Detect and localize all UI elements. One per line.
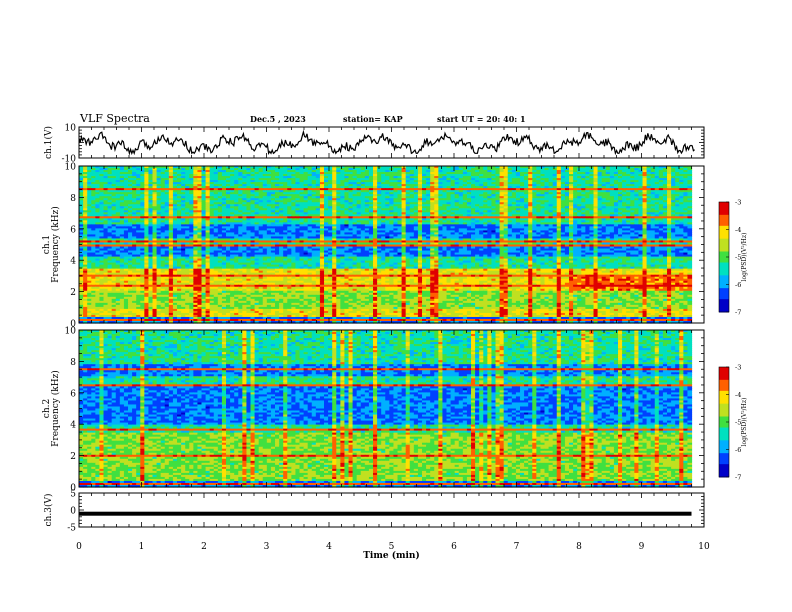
ch1-wave-ytick: 10: [65, 124, 77, 134]
ch2-freq-ytick: 4: [70, 421, 76, 431]
ch1-freq-ytick: 6: [70, 225, 76, 235]
xtick-label: 1: [139, 542, 145, 552]
ch3-wave-ylabel: ch.3(V): [43, 494, 54, 527]
ch2-freq-ytick: 0: [70, 484, 76, 494]
ch3-wave-ytick: -5: [67, 524, 76, 534]
ch1-spectrogram: [79, 166, 693, 324]
colorbar-tick: -7: [735, 474, 741, 482]
colorbar-tick: -6: [735, 281, 741, 289]
ch1-freq-ytick: 8: [70, 194, 76, 204]
xtick-label: 10: [698, 542, 710, 552]
colorbar-tick: -4: [735, 391, 741, 399]
ch2-freq-ytick: 10: [65, 327, 77, 337]
ch3-wave-ytick: 0: [70, 507, 76, 517]
ch1-freq-ytick: 10: [65, 163, 77, 173]
ch1-wave-ytick: -10: [62, 155, 77, 165]
colorbar-tick: -5: [735, 419, 741, 427]
ch2-freq-ytick: 8: [70, 358, 76, 368]
date-label: Dec.5 , 2023: [250, 114, 306, 124]
xtick-label: 2: [201, 542, 207, 552]
axes-ticks: [78, 126, 705, 528]
colorbar-tick: -3: [735, 364, 741, 372]
ch1-wave-ylabel: ch.1(V): [43, 126, 54, 159]
ch1-freq-ytick: 2: [70, 288, 76, 298]
xtick-label: 3: [264, 542, 270, 552]
ch1-waveform: [78, 129, 695, 156]
ch2-spectrogram: [79, 330, 693, 488]
ch1-spec-ylabel-channel: ch.1: [42, 235, 52, 254]
station-label: station= KAP: [343, 114, 403, 124]
xtick-label: 6: [451, 542, 457, 552]
colorbar-tick: -3: [735, 199, 741, 207]
chart-title: VLF Spectra: [80, 112, 150, 125]
xtick-label: 5: [389, 542, 395, 552]
panel-frame-4: [78, 492, 705, 528]
xtick-label: 7: [514, 542, 520, 552]
ch1-freq-ytick: 0: [70, 320, 76, 330]
xtick-label: 8: [576, 542, 582, 552]
colorbar-tick: -7: [735, 309, 741, 317]
ch1-freq-ytick: 4: [70, 257, 76, 267]
ch2-freq-ytick: 2: [70, 452, 76, 462]
xtick-label: 0: [76, 542, 82, 552]
ch1-spec-ylabel-freq: Frequency (kHz): [50, 206, 61, 283]
ch2-freq-ytick: 6: [70, 389, 76, 399]
colorbar-tick: -4: [735, 226, 741, 234]
start-time-label: start UT = 20: 40: 1: [437, 114, 526, 124]
colorbar-tick: -6: [735, 446, 741, 454]
colorbar-label: log(PSD)(V²/Hz): [741, 233, 748, 282]
x-axis-title: Time (min): [363, 550, 420, 561]
xtick-label: 4: [326, 542, 332, 552]
ch2-spec-ylabel-channel: ch.2: [42, 399, 52, 418]
colorbar-tick: -5: [735, 254, 741, 262]
ch3-wave-ytick: 5: [70, 490, 76, 500]
ch3-waveform: [79, 511, 692, 516]
colorbar-label: log(PSD)(V²/Hz): [741, 398, 748, 447]
ch1-colorbar: -3 -4 -5 -6 -7 log(PSD)(V²/Hz): [718, 199, 748, 317]
xtick-label: 9: [639, 542, 645, 552]
ch2-colorbar: -3 -4 -5 -6 -7 log(PSD)(V²/Hz): [718, 364, 748, 482]
ch2-spec-ylabel-freq: Frequency (kHz): [50, 370, 61, 447]
